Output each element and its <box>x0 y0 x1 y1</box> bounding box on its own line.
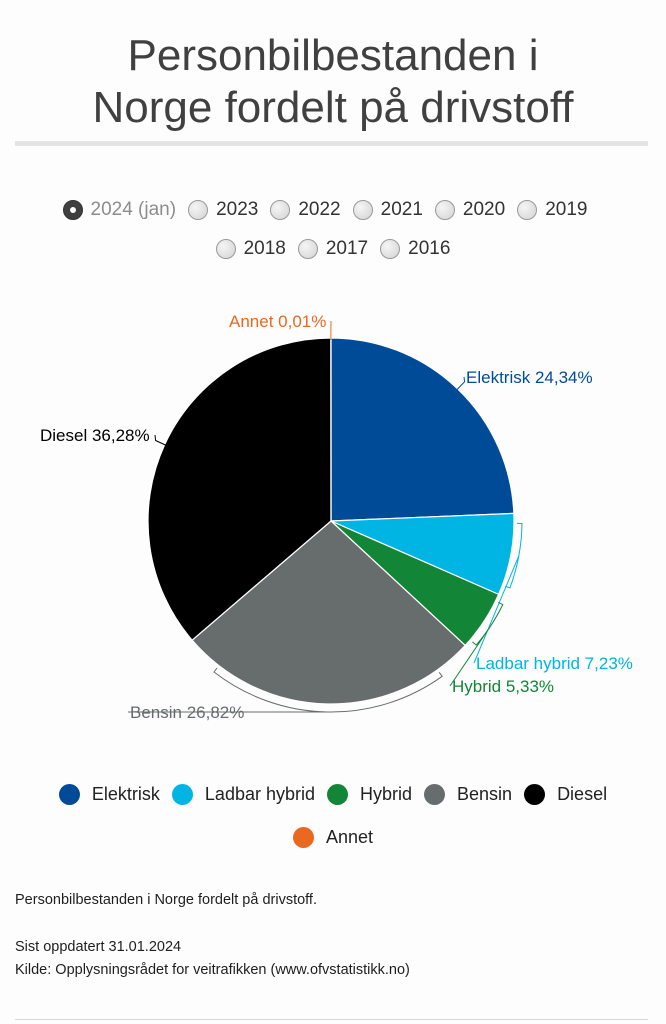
year-radio-label: 2024 (jan) <box>90 199 177 220</box>
year-selector-row-1: 2024 (jan) 2023 2022 2021 2020 2019 <box>0 192 666 228</box>
legend-swatch-icon <box>58 783 80 805</box>
legend-row-2: Annet <box>0 821 666 853</box>
year-radio-label: 2020 <box>462 199 506 220</box>
pie-slice-bensin[interactable] <box>191 520 466 705</box>
chart-footer: Personbilbestanden i Norge fordelt på dr… <box>15 889 410 982</box>
legend-swatch-icon <box>524 783 546 805</box>
year-radio-2019[interactable]: 2019 <box>517 199 587 221</box>
year-selector-row-2: 2018 2017 2016 <box>0 231 666 267</box>
legend-item-bensin[interactable]: Bensin <box>424 783 513 805</box>
footer-caption: Personbilbestanden i Norge fordelt på dr… <box>15 892 317 908</box>
title-line-1: Personbilbestanden i <box>127 31 539 80</box>
page-title: Personbilbestanden i Norge fordelt på dr… <box>0 30 666 134</box>
chart-legend: Elektrisk Ladbar hybrid Hybrid Bensin Diesel… <box>0 778 666 864</box>
data-label-elektrisk: Elektrisk 24,34% <box>466 368 593 387</box>
radio-unselected-icon[interactable] <box>434 200 455 220</box>
legend-label: Elektrisk <box>91 783 160 804</box>
year-radio-2022[interactable]: 2022 <box>270 199 341 221</box>
radio-unselected-icon[interactable] <box>352 200 373 220</box>
year-radio-2016[interactable]: 2016 <box>380 238 450 260</box>
radio-unselected-icon[interactable] <box>215 239 236 259</box>
radio-selected-icon[interactable] <box>62 200 83 220</box>
leader-line-diesel <box>154 434 167 446</box>
radio-unselected-icon[interactable] <box>380 239 401 259</box>
title-line-2: Norge fordelt på drivstoff <box>92 83 574 132</box>
radio-unselected-icon[interactable] <box>188 200 209 220</box>
year-radio-2018[interactable]: 2018 <box>215 238 286 260</box>
data-label-bensin: Bensin 26,82% <box>130 703 244 722</box>
legend-row-1: Elektrisk Ladbar hybrid Hybrid Bensin Diesel <box>0 778 666 810</box>
data-labels: Elektrisk 24,34% Ladbar hybrid 7,23% Hybri… <box>40 312 633 722</box>
year-radio-2021[interactable]: 2021 <box>352 199 423 221</box>
year-selector: 2024 (jan) 2023 2022 2021 2020 2019 2018 2017 2… <box>0 192 666 270</box>
label-leaders <box>128 320 523 713</box>
legend-item-annet[interactable]: Annet <box>292 826 374 848</box>
legend-item-hybrid[interactable]: Hybrid <box>327 783 413 805</box>
data-label-hybrid: Hybrid 5,33% <box>452 677 554 696</box>
year-radio-label: 2017 <box>325 238 369 259</box>
data-label-ladbar-hybrid: Ladbar hybrid 7,23% <box>476 654 633 673</box>
legend-label: Annet <box>325 826 374 847</box>
data-label-annet: Annet 0,01% <box>229 312 326 331</box>
leader-line-ladbar-hybrid <box>473 522 523 664</box>
legend-label: Diesel <box>557 783 608 804</box>
year-radio-label: 2021 <box>380 199 423 220</box>
pie-slice-elektrisk[interactable] <box>330 337 515 522</box>
year-radio-label: 2019 <box>545 199 588 220</box>
legend-label: Ladbar hybrid <box>204 783 315 804</box>
legend-swatch-icon <box>292 826 314 848</box>
leader-line-hybrid <box>449 601 504 687</box>
year-radio-2020[interactable]: 2020 <box>434 199 506 221</box>
radio-unselected-icon[interactable] <box>517 200 538 220</box>
year-radio-label: 2016 <box>408 238 451 259</box>
legend-item-diesel[interactable]: Diesel <box>524 783 608 805</box>
leader-line-bensin <box>128 667 443 713</box>
legend-label: Bensin <box>457 783 513 804</box>
footer-updated: Sist oppdatert 31.01.2024 <box>15 939 182 955</box>
year-radio-label: 2023 <box>216 199 259 220</box>
legend-swatch-icon <box>327 783 348 805</box>
year-radio-2024-jan[interactable]: 2024 (jan) <box>62 199 177 221</box>
legend-swatch-icon <box>424 783 446 805</box>
data-label-diesel: Diesel 36,28% <box>40 426 150 445</box>
leader-line-elektrisk <box>455 376 466 391</box>
year-radio-2017[interactable]: 2017 <box>297 238 369 260</box>
radio-unselected-icon[interactable] <box>270 200 291 220</box>
footer-divider <box>15 1019 648 1020</box>
year-radio-label: 2018 <box>243 238 286 259</box>
pie-slices <box>147 337 515 705</box>
year-radio-2023[interactable]: 2023 <box>188 199 258 221</box>
legend-item-ladbar-hybrid[interactable]: Ladbar hybrid <box>171 783 315 805</box>
footer-source: Kilde: Opplysningsrådet for veitrafikken… <box>15 962 410 978</box>
legend-label: Hybrid <box>360 783 413 804</box>
title-divider <box>15 141 648 146</box>
pie-chart: Elektrisk 24,34% Ladbar hybrid 7,23% Hybri… <box>40 312 633 722</box>
radio-unselected-icon[interactable] <box>297 239 318 259</box>
year-radio-label: 2022 <box>298 199 341 220</box>
legend-swatch-icon <box>171 783 193 805</box>
legend-item-elektrisk[interactable]: Elektrisk <box>58 783 160 805</box>
